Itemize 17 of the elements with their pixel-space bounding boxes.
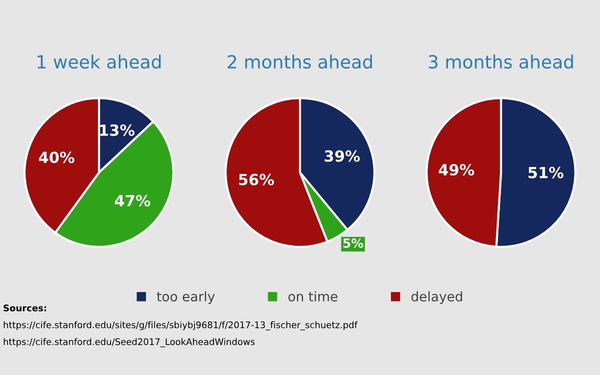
legend-label: on time bbox=[288, 291, 338, 302]
chart-title: 2 months ahead bbox=[228, 54, 372, 69]
legend-label: too early bbox=[156, 291, 215, 304]
chart-title: 3 months ahead bbox=[428, 54, 573, 69]
data-label: 49% bbox=[438, 164, 474, 176]
text: https://cife.stanford.edu/Seed2017_LookAheadWindows bbox=[4, 338, 255, 348]
data-label: 51% bbox=[528, 166, 564, 178]
data-label: 40% bbox=[38, 152, 74, 164]
data-label: 47% bbox=[114, 194, 150, 206]
source-note: Sources: bbox=[4, 304, 46, 312]
text: https://cife.stanford.edu/sites/g/files/sbiybj9681/f/2017-13_fischer_schuetz.pdf bbox=[4, 321, 358, 330]
chart-title: 1 week ahead bbox=[38, 54, 161, 69]
data-label: 39% bbox=[324, 150, 360, 162]
data-label: 13% bbox=[100, 124, 135, 136]
data-label: 56% bbox=[239, 174, 274, 186]
data-label: 5% bbox=[343, 238, 364, 248]
legend-label: delayed bbox=[411, 291, 462, 304]
